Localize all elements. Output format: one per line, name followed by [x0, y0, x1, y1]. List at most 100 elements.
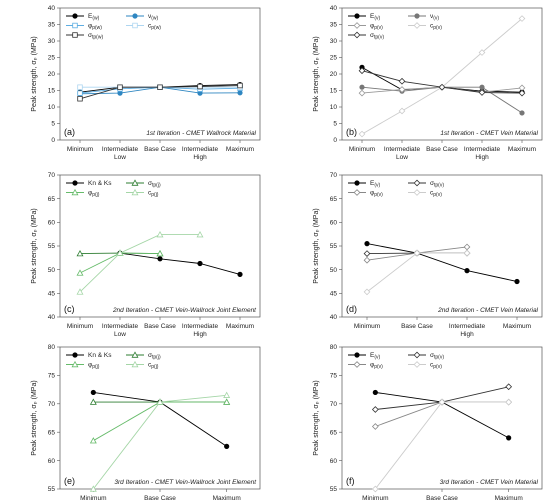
x-tick-label: Maximum — [213, 495, 241, 502]
x-tick-label: Minimum — [80, 495, 106, 502]
data-point — [364, 241, 370, 247]
legend-entry: E(v) — [370, 180, 381, 189]
x-tick-label: Low — [396, 154, 408, 161]
chart-panel-4: 40 45 50 55 60 65 70 Minimum Base Case Intermedia… — [313, 172, 543, 338]
y-axis-label: Peak strength, σₚ (MPa) — [313, 36, 320, 111]
panel-caption: 2nd Iteration - CMET Vein Material — [437, 307, 538, 314]
legend-marker — [71, 188, 79, 196]
legend-marker — [131, 360, 139, 368]
x-tick-label: Low — [114, 331, 126, 338]
legend-marker — [413, 22, 421, 29]
legend-entry: cp(w) — [148, 23, 161, 32]
legend-marker — [131, 351, 139, 358]
data-point — [76, 269, 84, 276]
data-point — [358, 130, 366, 138]
data-point — [223, 391, 231, 398]
data-point — [224, 443, 230, 450]
legend-marker — [72, 13, 78, 19]
y-tick-label: 75 — [330, 373, 338, 380]
data-point — [89, 398, 97, 405]
y-tick-label: 0 — [333, 137, 337, 144]
legend-entry: σtp(v) — [430, 352, 444, 361]
panel-letter: (a) — [64, 127, 75, 137]
y-axis-label: Peak strength, σₚ (MPa) — [31, 208, 38, 283]
panel-letter: (e) — [64, 476, 75, 486]
series-line — [366, 243, 518, 282]
legend-marker — [72, 352, 78, 358]
y-tick-label: 55 — [330, 486, 338, 493]
data-point — [478, 89, 486, 96]
y-tick-label: 50 — [48, 267, 56, 274]
legend-marker — [72, 22, 78, 29]
data-point — [363, 288, 371, 296]
data-point — [76, 249, 84, 257]
y-tick-label: 35 — [330, 22, 338, 29]
plot-area — [59, 346, 261, 490]
legend-entry: E(v) — [370, 352, 381, 361]
series-line — [119, 252, 241, 275]
x-tick-label: High — [193, 154, 207, 161]
data-point — [371, 423, 379, 430]
x-tick-label: Intermediate — [102, 146, 139, 153]
y-tick-label: 35 — [48, 22, 56, 29]
legend-marker — [413, 179, 421, 187]
x-tick-label: Base Case — [144, 323, 176, 330]
x-tick-label: Base Case — [144, 495, 176, 502]
chart-panel-5: 55 60 65 70 75 80 Minimum Base Case Maximum Peak … — [31, 344, 261, 502]
legend-entry: σtp(w) — [88, 32, 103, 41]
data-point — [77, 84, 83, 90]
data-point — [371, 485, 379, 493]
legend-marker — [353, 22, 361, 29]
data-point — [463, 249, 471, 257]
legend-marker — [354, 352, 360, 358]
x-tick-label: Minimum — [349, 146, 375, 153]
data-point — [237, 82, 243, 89]
y-tick-label: 25 — [330, 55, 338, 62]
legend-marker — [131, 179, 139, 186]
y-tick-label: 45 — [330, 291, 338, 298]
plot-area — [59, 7, 261, 141]
legend-entry: σtp(v) — [370, 32, 384, 41]
y-tick-label: 30 — [330, 38, 338, 45]
data-point — [398, 107, 406, 115]
panel-caption: 3rd Iteration - CMET Vein-Wallrock Joint… — [114, 479, 257, 486]
legend-marker — [71, 360, 79, 368]
data-point — [398, 77, 406, 85]
y-tick-label: 55 — [48, 243, 56, 250]
data-point — [157, 84, 163, 90]
legend-entry: φp(v) — [370, 362, 383, 371]
legend-entry: ν(w) — [148, 13, 159, 22]
data-point — [506, 435, 512, 441]
panel-letter: (c) — [64, 304, 75, 314]
data-point — [372, 389, 378, 396]
y-tick-label: 80 — [330, 344, 338, 351]
data-point — [464, 268, 470, 274]
data-point — [505, 383, 513, 391]
y-axis-label: Peak strength, σₚ (MPa) — [31, 380, 38, 455]
y-tick-label: 60 — [330, 458, 338, 465]
data-point — [505, 398, 513, 406]
data-point — [359, 84, 365, 90]
legend-entry: cp(v) — [430, 362, 442, 371]
x-tick-label: Base Case — [401, 323, 433, 330]
legend: Kn & Ks σtp(j) φp(j) cp(j) — [66, 351, 161, 371]
x-tick-label: Low — [114, 154, 126, 161]
y-axis-label: Peak strength, σₚ (MPa) — [313, 208, 320, 283]
y-tick-label: 50 — [330, 267, 338, 274]
legend-entry: φp(j) — [88, 362, 100, 371]
data-point — [514, 278, 520, 285]
legend-marker — [413, 361, 421, 368]
x-tick-label: High — [460, 331, 474, 338]
x-tick-label: Base Case — [426, 495, 458, 502]
y-tick-label: 30 — [48, 38, 56, 45]
data-point — [438, 83, 446, 91]
legend-entry: σtp(j) — [148, 352, 161, 361]
data-point — [413, 249, 421, 257]
legend-entry: cp(v) — [430, 190, 442, 199]
y-tick-label: 60 — [48, 220, 56, 227]
data-point — [77, 96, 83, 102]
legend: Kn & Ks σtp(j) φp(j) cp(j) — [66, 179, 161, 198]
